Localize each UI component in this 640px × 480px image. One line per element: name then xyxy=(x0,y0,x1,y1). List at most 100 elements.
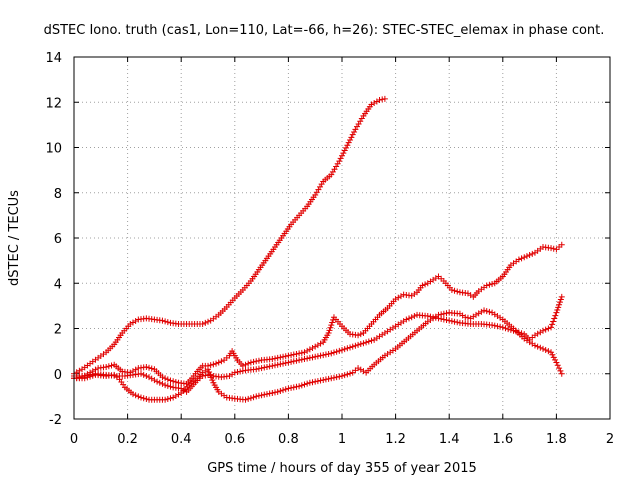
data-point xyxy=(555,304,562,311)
data-point xyxy=(135,393,142,400)
data-point xyxy=(239,362,246,369)
data-point xyxy=(376,96,383,103)
y-tick-label: 4 xyxy=(54,277,62,292)
data-point xyxy=(285,359,292,366)
data-point xyxy=(266,363,273,370)
data-point xyxy=(549,321,556,328)
data-point xyxy=(355,341,362,348)
data-point xyxy=(282,386,289,393)
data-point xyxy=(306,346,313,353)
data-point xyxy=(344,142,351,149)
data-point xyxy=(325,350,332,357)
data-point xyxy=(540,327,546,334)
data-point xyxy=(557,296,564,303)
data-point xyxy=(84,372,91,379)
data-point xyxy=(215,359,222,366)
data-point xyxy=(274,388,281,395)
data-point xyxy=(365,338,372,345)
data-point xyxy=(146,374,153,381)
data-point xyxy=(261,391,268,398)
chart-title: dSTEC Iono. truth (cas1, Lon=110, Lat=-6… xyxy=(44,23,605,38)
data-point xyxy=(336,373,343,380)
data-point xyxy=(207,362,214,369)
data-point xyxy=(531,342,538,349)
data-point xyxy=(553,309,560,316)
data-point xyxy=(553,359,560,366)
data-point xyxy=(481,307,488,314)
data-point xyxy=(164,319,171,326)
data-point xyxy=(277,388,284,395)
data-point xyxy=(272,355,278,362)
y-axis-ticks: -2 0 2 4 6 8 10 12 14 xyxy=(45,51,610,428)
data-point xyxy=(325,330,332,337)
data-point xyxy=(159,317,166,324)
data-point xyxy=(247,359,254,366)
data-point xyxy=(454,319,461,326)
data-point xyxy=(454,288,461,295)
data-point xyxy=(438,315,445,322)
data-point xyxy=(548,324,555,331)
data-point xyxy=(408,314,415,321)
data-point xyxy=(218,358,225,365)
x-tick-label: 1.8 xyxy=(546,432,567,447)
data-point xyxy=(339,373,345,380)
data-point xyxy=(341,147,348,154)
data-point xyxy=(298,382,305,389)
data-point xyxy=(76,367,83,374)
data-point xyxy=(486,281,493,288)
data-point xyxy=(440,316,447,323)
data-point xyxy=(250,394,257,401)
data-point xyxy=(293,357,300,364)
data-point xyxy=(395,294,402,301)
data-point xyxy=(272,362,278,369)
data-point xyxy=(320,376,327,383)
data-point xyxy=(298,349,305,356)
data-point xyxy=(151,377,158,384)
data-point xyxy=(290,358,297,365)
data-point xyxy=(277,361,284,368)
data-point xyxy=(290,351,297,358)
data-point xyxy=(154,378,161,385)
x-axis-ticks: 0 0.2 0.4 0.6 0.8 1 1.2 1.4 1.6 1.8 2 xyxy=(70,57,614,447)
data-point xyxy=(285,385,292,392)
data-point xyxy=(242,361,249,368)
data-point xyxy=(231,369,238,376)
data-point xyxy=(347,344,354,351)
data-point xyxy=(314,353,321,360)
data-point xyxy=(515,329,522,336)
data-point xyxy=(344,345,351,352)
data-point xyxy=(205,318,211,325)
data-point xyxy=(435,315,442,322)
data-point xyxy=(304,347,311,354)
data-point xyxy=(432,314,439,321)
data-point xyxy=(317,377,324,384)
data-point xyxy=(491,322,498,329)
plot-frame xyxy=(73,56,611,420)
data-point xyxy=(205,371,211,378)
grid-lines xyxy=(74,57,610,419)
data-point xyxy=(132,392,139,399)
data-point xyxy=(513,328,520,335)
data-point xyxy=(269,356,276,363)
data-point xyxy=(164,396,171,403)
data-point xyxy=(280,360,287,367)
data-point xyxy=(213,360,220,367)
data-point xyxy=(239,367,246,374)
data-series-4 xyxy=(71,293,565,395)
data-point xyxy=(162,375,169,382)
data-point xyxy=(360,340,367,347)
data-point xyxy=(290,384,297,391)
data-series-2 xyxy=(71,307,565,403)
data-point xyxy=(143,396,150,403)
data-point xyxy=(554,307,561,314)
data-point xyxy=(507,326,514,333)
y-tick-label: 14 xyxy=(45,51,62,66)
data-point xyxy=(448,287,455,294)
data-point xyxy=(242,396,249,403)
y-tick-label: 2 xyxy=(54,323,62,338)
data-point xyxy=(545,325,552,332)
data-point xyxy=(304,380,311,387)
data-point xyxy=(140,395,147,402)
y-tick-label: 0 xyxy=(54,368,62,383)
